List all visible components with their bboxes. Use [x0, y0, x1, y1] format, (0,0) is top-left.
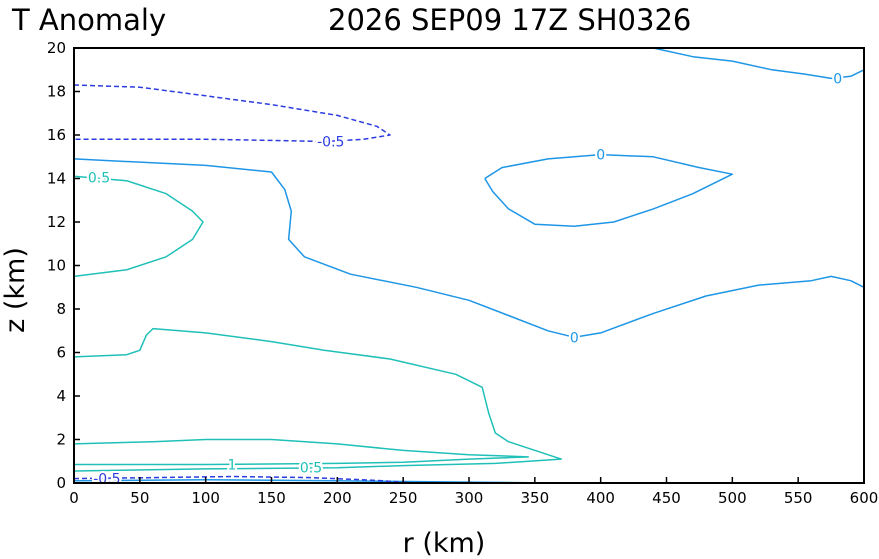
- contour-label-layer: -0.5 0.5 0 0 0 1 0.5 -0.5: [86, 69, 844, 489]
- x-tick-label-1: 50: [130, 489, 149, 507]
- contour-line-0-2: [653, 47, 865, 80]
- contour-label-0: -0.5: [317, 135, 344, 151]
- x-tick-label-11: 550: [784, 489, 813, 507]
- y-tick-label-10: 20: [47, 39, 66, 57]
- x-tick-label-9: 450: [652, 489, 681, 507]
- contour-label-6: 0.5: [300, 460, 322, 476]
- y-tick-label-6: 12: [47, 213, 66, 231]
- y-tick-label-1: 2: [56, 431, 66, 449]
- y-tick-label-0: 0: [56, 474, 66, 492]
- x-tick-label-0: 0: [69, 489, 79, 507]
- contour-label-2: 0: [596, 148, 605, 164]
- x-tick-label-2: 100: [191, 489, 220, 507]
- plot-frame: [73, 47, 865, 484]
- x-tick-label-3: 150: [257, 489, 286, 507]
- x-tick-label-10: 500: [718, 489, 747, 507]
- contour-label-3: 0: [570, 330, 579, 346]
- x-tick-label-7: 350: [521, 489, 550, 507]
- contour-label-5: 1: [228, 458, 237, 474]
- contour-label-1: 0.5: [88, 170, 110, 186]
- y-tick-label-7: 14: [47, 170, 66, 188]
- x-tick-label-8: 400: [586, 489, 615, 507]
- contour-label-7: -0.5: [93, 472, 120, 488]
- y-tick-label-9: 18: [47, 83, 66, 101]
- x-tick-label-12: 600: [850, 489, 879, 507]
- contour-line-0-1: [484, 153, 734, 228]
- y-tick-label-5: 10: [47, 257, 66, 275]
- y-tick-label-4: 8: [56, 300, 66, 318]
- contour-line-neg0p5-7: [73, 84, 391, 143]
- contour-line-0p5-5: [73, 327, 562, 472]
- chart-title-left: T Anomaly: [11, 3, 166, 37]
- y-tick-label-3: 6: [56, 344, 66, 362]
- x-tick-label-4: 200: [323, 489, 352, 507]
- y-tick-label-8: 16: [47, 126, 66, 144]
- contour-label-4: 0: [833, 71, 842, 87]
- y-axis-title: z (km): [0, 247, 31, 333]
- chart-title-right: 2026 SEP09 17Z SH0326: [328, 3, 691, 37]
- contour-line-1-6: [73, 438, 530, 466]
- x-tick-label-5: 250: [389, 489, 418, 507]
- contour-line-0-0: [73, 158, 865, 339]
- x-axis-title: r (km): [403, 528, 486, 559]
- contour-layer: [73, 47, 865, 484]
- contour-line-0p5-4: [73, 175, 204, 278]
- x-tick-label-6: 300: [455, 489, 484, 507]
- axis-ticks: 0 50 100 150 200 250 300 350 400 450 500 550 6000246…: [47, 39, 878, 507]
- y-tick-label-2: 4: [56, 387, 66, 405]
